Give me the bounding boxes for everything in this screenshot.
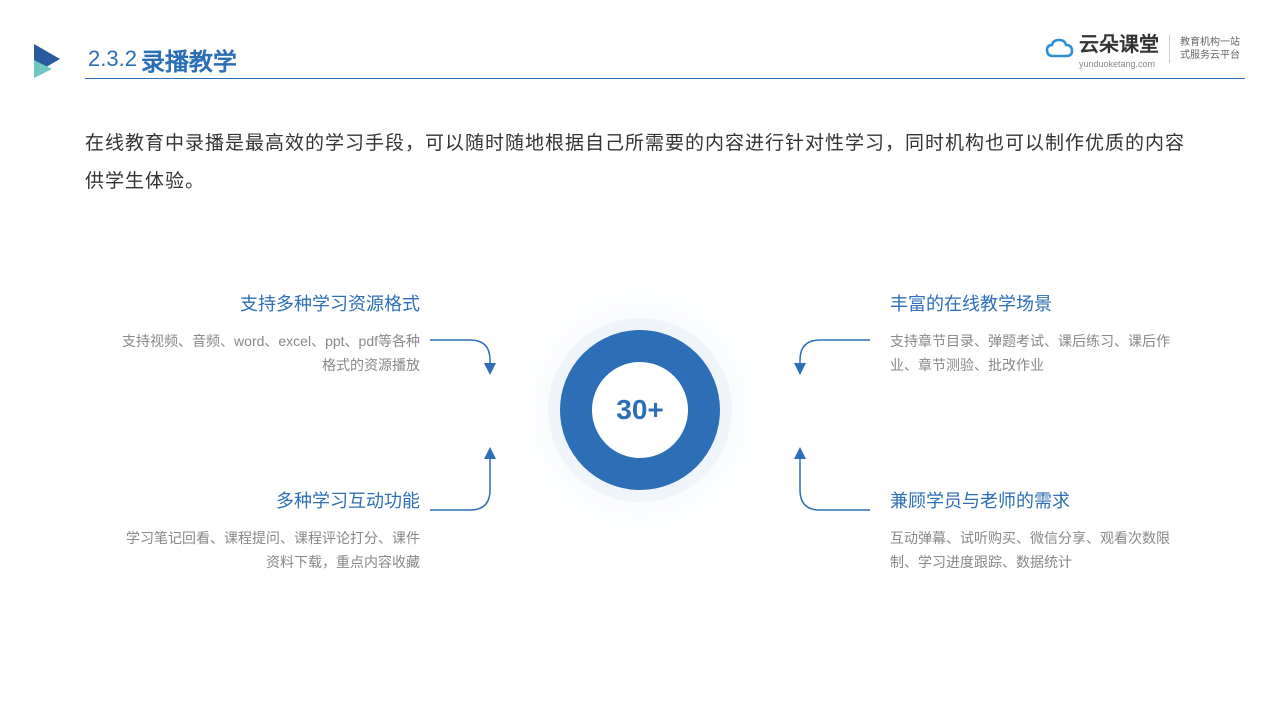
logo-tagline: 教育机构一站 式服务云平台 bbox=[1180, 36, 1240, 62]
feature-desc: 互动弹幕、试听购买、微信分享、观看次数限制、学习进度跟踪、数据统计 bbox=[890, 527, 1190, 575]
logo-main: 云朵课堂 yunduoketang.com bbox=[1045, 28, 1159, 69]
tagline-line1: 教育机构一站 bbox=[1180, 36, 1240, 49]
cloud-icon bbox=[1045, 38, 1075, 60]
feature-title: 支持多种学习资源格式 bbox=[120, 290, 420, 316]
feature-diagram: 30+ 支持多种学习资源格式 支持视频、音频、word、excel、ppt、pd… bbox=[0, 260, 1280, 720]
feature-desc: 支持视频、音频、word、excel、ppt、pdf等各种格式的资源播放 bbox=[120, 330, 420, 378]
header-play-icon bbox=[30, 40, 68, 78]
tagline-line2: 式服务云平台 bbox=[1180, 49, 1240, 62]
center-ring: 30+ bbox=[560, 330, 720, 490]
section-number: 2.3.2 bbox=[88, 46, 137, 72]
feature-desc: 学习笔记回看、课程提问、课程评论打分、课件资料下载，重点内容收藏 bbox=[120, 527, 420, 575]
feature-title: 丰富的在线教学场景 bbox=[890, 290, 1190, 316]
brand-logo: 云朵课堂 yunduoketang.com 教育机构一站 式服务云平台 bbox=[1045, 28, 1240, 69]
center-label: 30+ bbox=[616, 394, 664, 426]
header-underline bbox=[85, 78, 1245, 79]
intro-paragraph: 在线教育中录播是最高效的学习手段，可以随时随地根据自己所需要的内容进行针对性学习… bbox=[85, 125, 1195, 201]
feature-title: 兼顾学员与老师的需求 bbox=[890, 487, 1190, 513]
feature-top-right: 丰富的在线教学场景 支持章节目录、弹题考试、课后练习、课后作业、章节测验、批改作… bbox=[890, 290, 1190, 378]
feature-bottom-left: 多种学习互动功能 学习笔记回看、课程提问、课程评论打分、课件资料下载，重点内容收… bbox=[120, 487, 420, 575]
feature-top-left: 支持多种学习资源格式 支持视频、音频、word、excel、ppt、pdf等各种… bbox=[120, 290, 420, 378]
logo-domain: yunduoketang.com bbox=[1079, 59, 1159, 69]
feature-desc: 支持章节目录、弹题考试、课后练习、课后作业、章节测验、批改作业 bbox=[890, 330, 1190, 378]
feature-bottom-right: 兼顾学员与老师的需求 互动弹幕、试听购买、微信分享、观看次数限制、学习进度跟踪、… bbox=[890, 487, 1190, 575]
center-halo: 30+ bbox=[500, 270, 780, 550]
logo-divider bbox=[1169, 35, 1170, 63]
logo-brand-text: 云朵课堂 bbox=[1079, 28, 1159, 57]
section-title: 录播教学 bbox=[141, 42, 237, 77]
feature-title: 多种学习互动功能 bbox=[120, 487, 420, 513]
